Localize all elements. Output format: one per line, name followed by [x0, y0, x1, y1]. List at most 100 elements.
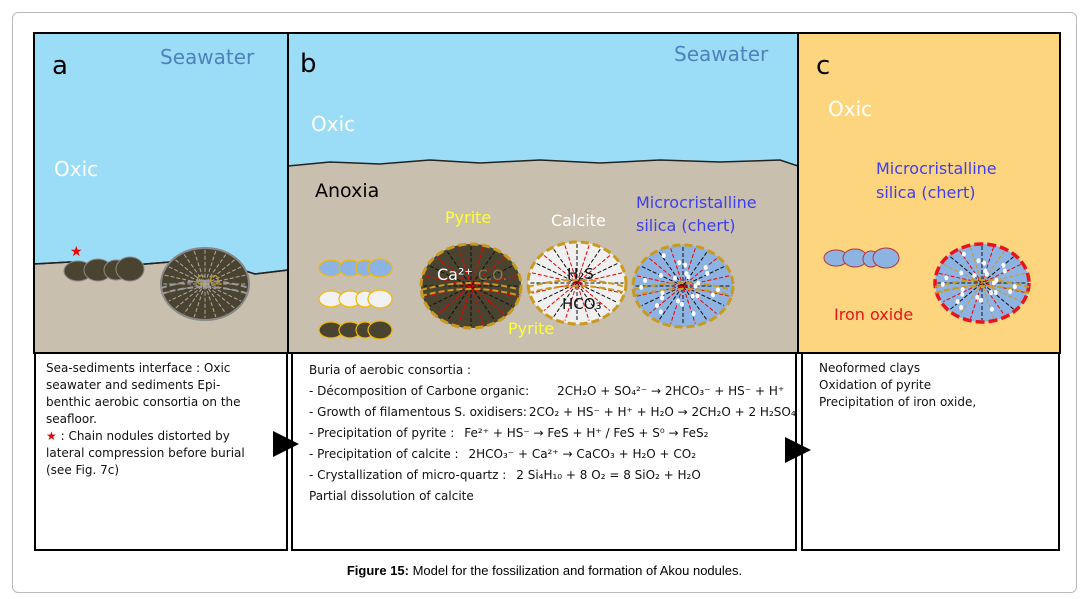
quartz-dot: [960, 291, 965, 297]
band-line: [160, 280, 250, 289]
quartz-dot: [679, 301, 684, 307]
panel-c: c Oxic Microcristalline silica (chert) I…: [798, 33, 1060, 353]
chain-nodule-oxidized: [823, 247, 900, 269]
radial-line: [446, 251, 496, 321]
silica-label-line2: silica (chert): [876, 183, 975, 202]
quartz-dot: [976, 258, 981, 264]
quartz-dot: [989, 306, 994, 312]
nodule-pyrite: [419, 242, 523, 330]
nodule-silica: [631, 243, 735, 329]
nodule-dark: [160, 247, 250, 321]
quartz-dot: [960, 287, 965, 293]
quartz-dot: [993, 290, 998, 296]
quartz-dot: [991, 280, 996, 286]
reaction-equation: 2CO₂ + HS⁻ + H⁺ + H₂O → 2CH₂O + 2 H₂SO₄: [528, 405, 796, 419]
text-line: seawater and sediments Epi-: [46, 378, 221, 392]
text-line: lateral compression before burial: [46, 446, 245, 460]
text-line: Neoformed clays: [819, 361, 921, 375]
figure-frame: [12, 12, 1077, 593]
text-line: Sea-sediments interface : Oxic: [46, 361, 231, 375]
reaction-equation: 2 Si₄H₁₀ + 8 O₂ = 8 SiO₂ + H₂O: [516, 468, 701, 482]
radial-line: [168, 266, 242, 302]
quartz-dot: [975, 294, 980, 300]
radial-line: [641, 266, 725, 306]
radial-line: [168, 266, 242, 302]
radial-line: [193, 250, 217, 318]
radial-line: [531, 272, 623, 294]
text-line: (see Fig. 7c): [46, 463, 120, 477]
radial-line: [429, 265, 513, 307]
chain-nodule-white: [318, 289, 393, 309]
quartz-dot: [1002, 268, 1007, 274]
text-line: seafloor.: [46, 412, 97, 426]
arrow-right-icon: [273, 431, 299, 457]
panel-b: b Seawater Oxic Anoxia Pyrite Calcite Mi…: [287, 33, 799, 353]
band-line: [632, 288, 734, 297]
quartz-dot: [979, 297, 984, 303]
quartz-dot: [972, 273, 977, 279]
oxic-label: Oxic: [828, 97, 872, 121]
panel-c-letter: c: [816, 51, 830, 81]
iron-oxide-label: Iron oxide: [834, 305, 913, 324]
caption-label: Figure 15:: [346, 563, 409, 578]
quartz-dot: [715, 287, 720, 293]
quartz-dot: [661, 253, 666, 259]
anoxia-label: Anoxia: [315, 180, 379, 202]
silica-label-line1: Microcristalline: [636, 193, 757, 212]
quartz-dot: [711, 292, 716, 298]
chain-nodule-dark: [318, 320, 393, 340]
band-line: [420, 282, 522, 291]
radial-line: [536, 263, 618, 303]
oxic-label: Oxic: [54, 157, 98, 181]
calcite-label: Calcite: [551, 211, 606, 230]
text-line: Buria of aerobic consortia :: [309, 363, 472, 377]
radial-line: [458, 247, 484, 325]
radial-line: [446, 251, 496, 321]
silica-label-line2: silica (chert): [636, 216, 735, 235]
seawater-label: Seawater: [674, 42, 769, 66]
panel-b-letter: b: [300, 49, 317, 79]
nodule-calcite: [526, 240, 628, 326]
quartz-dot: [695, 293, 700, 299]
quartz-dot: [940, 281, 945, 287]
silica-label-line1: Microcristalline: [876, 159, 997, 178]
chain-nodule-blue: [318, 258, 393, 278]
text-line: Precipitation of iron oxide,: [819, 395, 977, 409]
panel-b-description: Buria of aerobic consortia : - Décomposi…: [291, 352, 797, 551]
reaction-label: - Precipitation of pyrite :: [309, 426, 455, 440]
co-label: C.O.: [196, 274, 223, 289]
quartz-dot: [676, 298, 681, 304]
co-label: C.O.: [478, 268, 507, 284]
band-line: [420, 288, 522, 297]
panel-c-description: Neoformed clays Oxidation of pyrite Prec…: [801, 352, 1060, 551]
reaction-label: - Crystallization of micro-quartz :: [309, 468, 507, 482]
radial-line: [164, 274, 246, 294]
panel-a-letter: a: [52, 51, 68, 81]
radial-line: [553, 248, 601, 318]
quartz-dot: [691, 311, 696, 317]
quartz-dot: [961, 251, 966, 257]
band-line: [160, 286, 250, 295]
pyrite-label: Pyrite: [445, 208, 491, 227]
radial-line: [425, 275, 517, 297]
panel-a-description: Sea-sediments interface : Oxic seawater …: [34, 352, 288, 551]
quartz-dot: [658, 273, 663, 279]
reaction-equation: 2CH₂O + SO₄²⁻ → 2HCO₃⁻ + HS⁻ + H⁺: [557, 384, 785, 398]
quartz-dot: [660, 290, 665, 296]
ca-ion-label: Ca²⁺: [437, 265, 473, 284]
chain-nodule: [63, 256, 145, 282]
quartz-dot: [983, 268, 988, 274]
h2s-label: H₂S: [567, 265, 594, 283]
quartz-dot: [639, 284, 644, 290]
quartz-dot: [959, 270, 964, 276]
quartz-dot: [982, 260, 987, 266]
quartz-dot: [994, 277, 999, 283]
oxic-label: Oxic: [311, 112, 355, 136]
text-line: Oxidation of pyrite: [819, 378, 932, 392]
quartz-dot: [660, 295, 665, 301]
radial-line: [531, 272, 623, 294]
quartz-dot: [693, 283, 698, 289]
quartz-dot: [643, 277, 648, 283]
reaction-label: - Growth of filamentous S. oxidisers:: [309, 405, 527, 419]
